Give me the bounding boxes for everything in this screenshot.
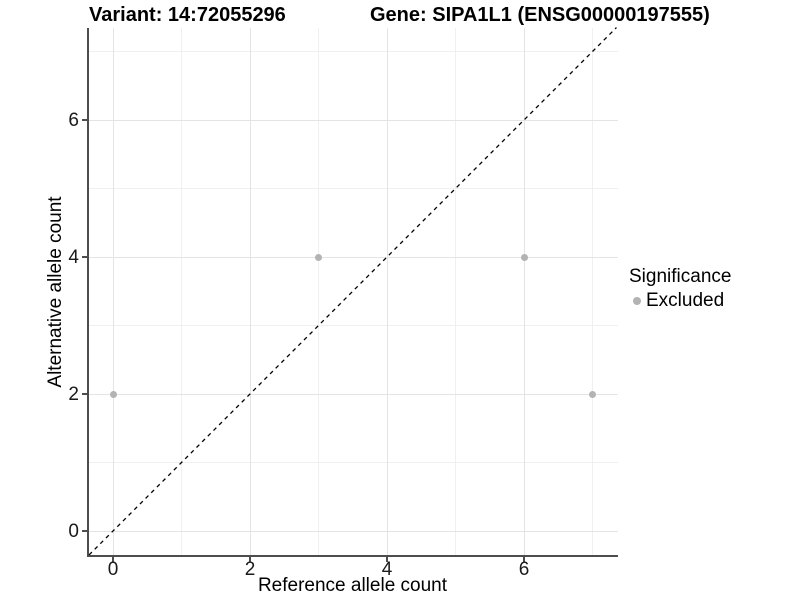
- x-tick-label: 4: [381, 559, 393, 580]
- grid-line: [89, 256, 618, 258]
- identity-dashed-line: [88, 27, 617, 556]
- grid-line: [89, 462, 618, 463]
- data-point: [315, 253, 322, 261]
- grid-line: [181, 28, 182, 555]
- grid-line: [89, 119, 618, 121]
- plot-panel: [87, 27, 618, 557]
- legend-item-excluded: Excluded: [629, 290, 731, 312]
- excluded-point-swatch-icon: [633, 297, 641, 305]
- legend-item-label: Excluded: [646, 290, 725, 311]
- y-tick-label: 2: [68, 383, 79, 405]
- y-axis-tick: [82, 530, 87, 532]
- grid-line: [89, 51, 618, 52]
- data-point: [589, 390, 596, 398]
- grid-line: [249, 28, 251, 555]
- grid-line: [318, 28, 319, 555]
- plot-title-gene: Gene: SIPA1L1 (ENSG00000197555): [370, 4, 710, 26]
- y-axis-tick: [82, 393, 87, 395]
- y-tick-label: 6: [68, 109, 79, 131]
- data-point: [109, 390, 117, 398]
- x-tick-label: 0: [107, 559, 119, 580]
- grid-line: [112, 28, 114, 555]
- x-axis-tick: [249, 557, 251, 562]
- x-axis-tick: [112, 557, 114, 562]
- grid-line: [89, 188, 618, 189]
- grid-line: [89, 325, 618, 326]
- grid-line: [523, 28, 525, 555]
- grid-line: [386, 28, 388, 555]
- y-tick-label: 4: [68, 246, 79, 268]
- y-tick-label: 0: [68, 520, 79, 542]
- x-axis-tick: [523, 557, 525, 562]
- legend: Significance Excluded: [629, 266, 731, 312]
- data-point: [520, 253, 528, 261]
- x-axis-label: Reference allele count: [257, 575, 448, 596]
- y-axis-tick: [82, 119, 87, 121]
- x-axis-tick: [386, 557, 388, 562]
- y-axis-tick: [82, 256, 87, 258]
- y-axis-label: Alternative allele count: [45, 196, 66, 388]
- legend-title: Significance: [629, 266, 732, 287]
- grid-line: [89, 530, 618, 532]
- plot-title-variant: Variant: 14:72055296: [89, 4, 286, 26]
- x-tick-label: 2: [244, 559, 256, 580]
- grid-line: [592, 28, 593, 555]
- x-tick-label: 6: [518, 559, 530, 580]
- grid-line: [455, 28, 456, 555]
- grid-line: [89, 393, 618, 395]
